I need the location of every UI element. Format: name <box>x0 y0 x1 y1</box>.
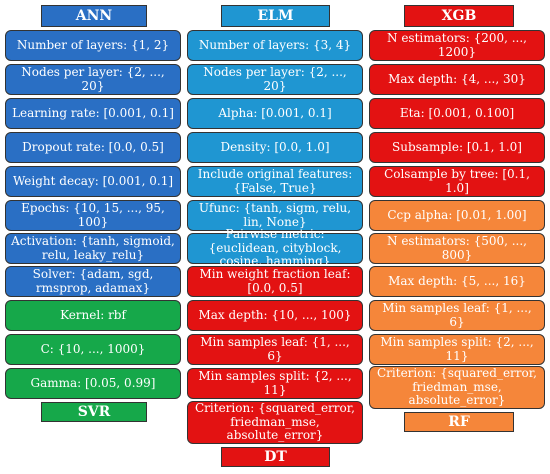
ann-header: ANN <box>41 5 147 27</box>
elm-pairwise-metric: Pairwise metric: {euclidean, cityblock, … <box>187 227 363 268</box>
svr-gamma: Gamma: [0.05, 0.99] <box>5 368 181 399</box>
svr-c: C: {10, ..., 1000} <box>5 334 181 365</box>
dt-min-weight-fraction-leaf: Min weight fraction leaf: [0.0, 0.5] <box>187 266 363 297</box>
rf-criterion: Criterion: {squared_error, friedman_mse,… <box>369 366 545 409</box>
elm-alpha: Alpha: [0.001, 0.1] <box>187 98 363 129</box>
rf-min-samples-leaf: Min samples leaf: {1, ..., 6} <box>369 300 545 331</box>
svr-footer: SVR <box>41 402 147 422</box>
rf-min-samples-split: Min samples split: {2, ..., 11} <box>369 334 545 365</box>
rf-ccp-alpha: Ccp alpha: [0.01, 1.00] <box>369 200 545 231</box>
dt-footer: DT <box>221 447 330 467</box>
svr-kernel: Kernel: rbf <box>5 300 181 331</box>
ann-nodes-per-layer: Nodes per layer: {2, ..., 20} <box>5 64 181 95</box>
xgb-subsample: Subsample: [0.1, 1.0] <box>369 132 545 163</box>
elm-density: Density: [0.0, 1.0] <box>187 132 363 163</box>
ann-weight-decay: Weight decay: [0.001, 0.1] <box>5 166 181 197</box>
elm-header: ELM <box>221 5 330 27</box>
elm-include-original-features: Include original features: {False, True} <box>187 166 363 197</box>
rf-max-depth: Max depth: {5, ..., 16} <box>369 266 545 297</box>
dt-criterion: Criterion: {squared_error, friedman_mse,… <box>187 401 363 444</box>
dt-min-samples-leaf: Min samples leaf: {1, ..., 6} <box>187 334 363 365</box>
elm-ufunc: Ufunc: {tanh, sigm, relu, lin, None} <box>187 200 363 231</box>
rf-n-estimators: N estimators: {500, ..., 800} <box>369 233 545 264</box>
xgb-max-depth: Max depth: {4, ..., 30} <box>369 64 545 95</box>
ann-dropout-rate: Dropout rate: [0.0, 0.5] <box>5 132 181 163</box>
dt-min-samples-split: Min samples split: {2, ..., 11} <box>187 368 363 399</box>
xgb-n-estimators: N estimators: {200, ..., 1200} <box>369 30 545 61</box>
xgb-header: XGB <box>404 5 514 27</box>
elm-number-of-layers: Number of layers: {3, 4} <box>187 30 363 61</box>
ann-learning-rate: Learning rate: [0.001, 0.1] <box>5 98 181 129</box>
xgb-eta: Eta: [0.001, 0.100] <box>369 98 545 129</box>
ann-solver: Solver: {adam, sgd, rmsprop, adamax} <box>5 266 181 297</box>
ann-activation: Activation: {tanh, sigmoid, relu, leaky_… <box>5 233 181 264</box>
xgb-colsample-by-tree: Colsample by tree: [0.1, 1.0] <box>369 166 545 197</box>
dt-max-depth: Max depth: {10, ..., 100} <box>187 300 363 331</box>
elm-nodes-per-layer: Nodes per layer: {2, ..., 20} <box>187 64 363 95</box>
ann-epochs: Epochs: {10, 15, ..., 95, 100} <box>5 200 181 231</box>
rf-footer: RF <box>404 412 514 432</box>
ann-number-of-layers: Number of layers: {1, 2} <box>5 30 181 61</box>
